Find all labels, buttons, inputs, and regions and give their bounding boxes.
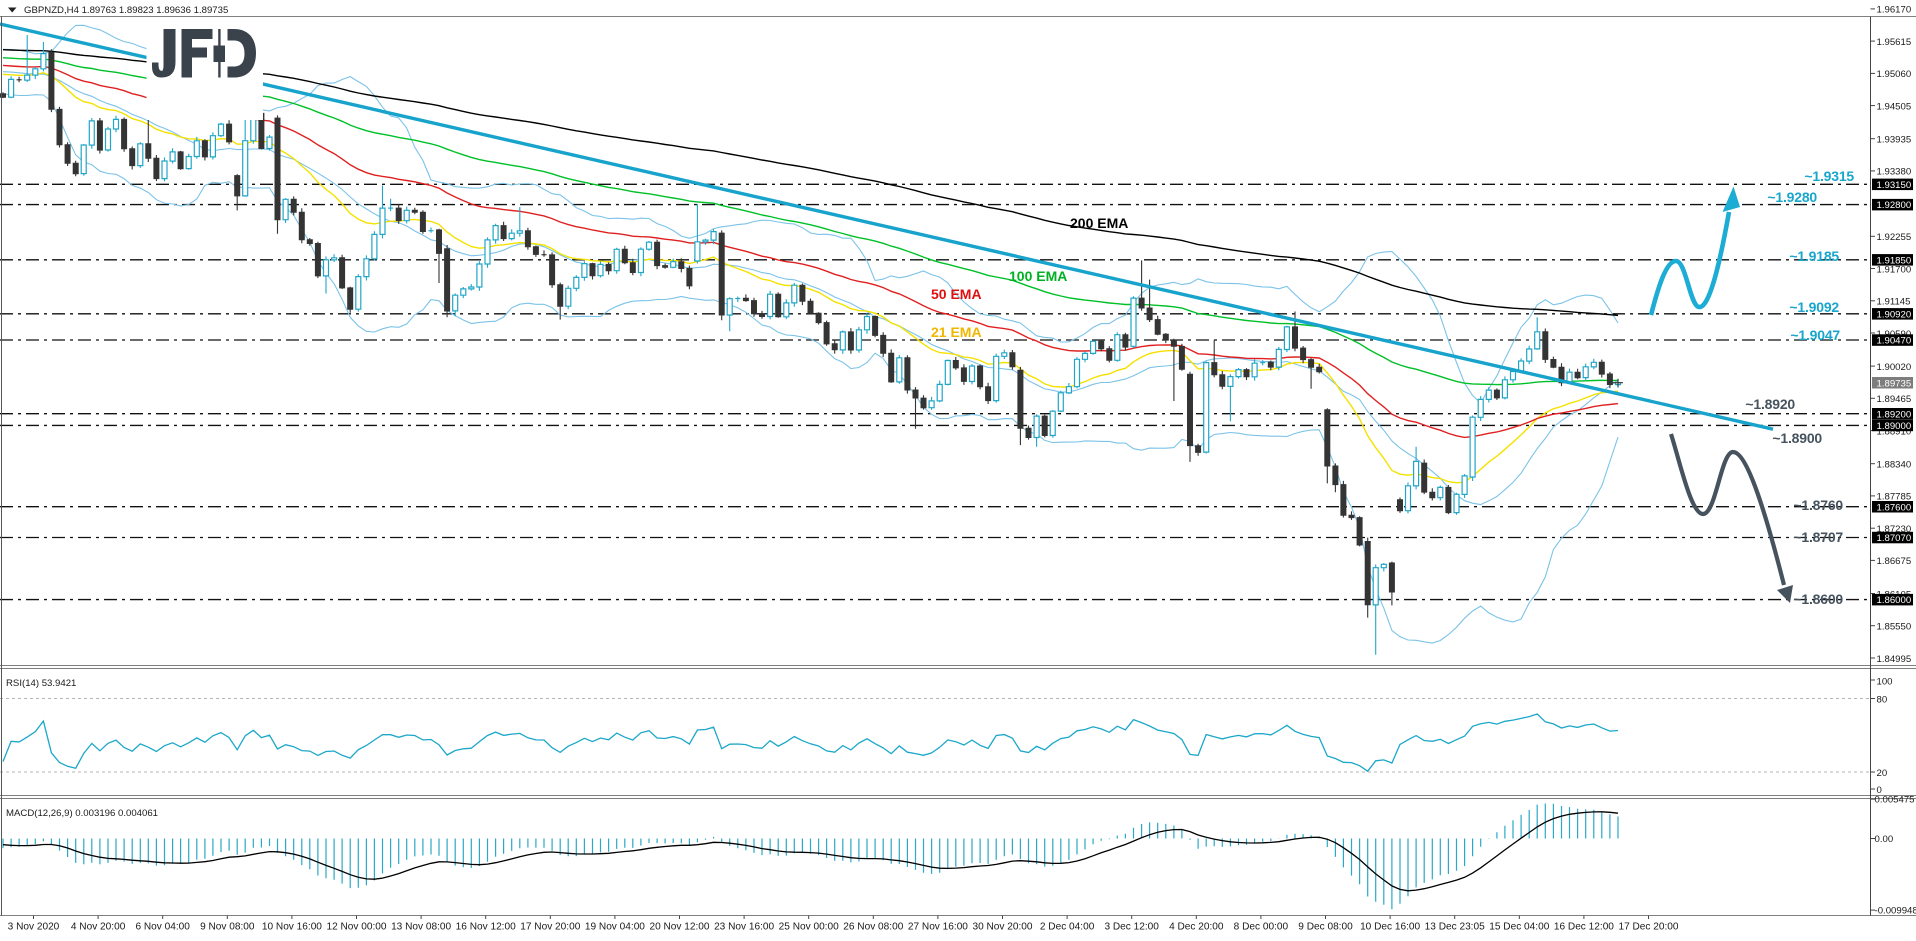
svg-text:25 Nov 00:00: 25 Nov 00:00 (779, 922, 839, 933)
svg-text:12 Nov 00:00: 12 Nov 00:00 (326, 922, 386, 933)
svg-text:80: 80 (1877, 694, 1888, 705)
svg-text:6 Nov 04:00: 6 Nov 04:00 (135, 922, 190, 933)
svg-text:13 Nov 08:00: 13 Nov 08:00 (391, 922, 451, 933)
svg-text:1.89735: 1.89735 (1877, 378, 1912, 389)
svg-text:1.87070: 1.87070 (1877, 533, 1912, 544)
svg-text:~1.8707: ~1.8707 (1793, 529, 1843, 545)
svg-text:30 Nov 20:00: 30 Nov 20:00 (972, 922, 1032, 933)
svg-text:1.88340: 1.88340 (1877, 460, 1912, 471)
svg-text:~1.9092: ~1.9092 (1789, 299, 1839, 315)
svg-text:~1.9315: ~1.9315 (1804, 168, 1854, 184)
svg-text:10 Nov 16:00: 10 Nov 16:00 (262, 922, 322, 933)
svg-text:1.85550: 1.85550 (1877, 622, 1912, 633)
svg-text:20: 20 (1877, 768, 1888, 779)
svg-text:1.89465: 1.89465 (1877, 394, 1912, 405)
svg-text:1.90470: 1.90470 (1877, 336, 1912, 347)
svg-text:100: 100 (1877, 677, 1893, 688)
svg-text:1.92800: 1.92800 (1877, 200, 1912, 211)
svg-text:4 Nov 20:00: 4 Nov 20:00 (71, 922, 126, 933)
svg-text:MACD(12,26,9) 0.003196 0.00406: MACD(12,26,9) 0.003196 0.004061 (6, 808, 158, 819)
svg-text:19 Nov 04:00: 19 Nov 04:00 (585, 922, 645, 933)
svg-text:9 Dec 08:00: 9 Dec 08:00 (1298, 922, 1353, 933)
svg-text:20 Nov 12:00: 20 Nov 12:00 (649, 922, 709, 933)
svg-text:1.90020: 1.90020 (1877, 362, 1912, 373)
svg-text:27 Nov 16:00: 27 Nov 16:00 (908, 922, 968, 933)
svg-text:17 Dec 20:00: 17 Dec 20:00 (1618, 922, 1678, 933)
svg-text:~1.8900: ~1.8900 (1772, 430, 1822, 446)
svg-text:21 EMA: 21 EMA (931, 324, 982, 340)
svg-text:1.96170: 1.96170 (1877, 5, 1912, 16)
svg-text:26 Nov 08:00: 26 Nov 08:00 (843, 922, 903, 933)
svg-text:1.95615: 1.95615 (1877, 37, 1912, 48)
svg-text:~1.9185: ~1.9185 (1789, 248, 1839, 264)
svg-text:~1.8920: ~1.8920 (1745, 396, 1795, 412)
svg-text:0.005475: 0.005475 (1875, 795, 1915, 806)
svg-text:1.86000: 1.86000 (1877, 595, 1912, 606)
svg-text:1.93380: 1.93380 (1877, 167, 1912, 178)
svg-text:17 Nov 20:00: 17 Nov 20:00 (520, 922, 580, 933)
svg-text:GBPNZD,H4 1.89763 1.89823 1.8: GBPNZD,H4 1.89763 1.89823 1.89636 1.8973… (24, 5, 228, 16)
svg-text:3 Nov 2020: 3 Nov 2020 (8, 922, 60, 933)
svg-text:1.90920: 1.90920 (1877, 309, 1912, 320)
svg-text:-0.009948: -0.009948 (1875, 906, 1916, 917)
svg-text:1.84995: 1.84995 (1877, 654, 1912, 665)
svg-text:1.91850: 1.91850 (1877, 255, 1912, 266)
svg-text:1.89200: 1.89200 (1877, 409, 1912, 420)
svg-text:0.00: 0.00 (1875, 834, 1894, 845)
svg-text:4 Dec 20:00: 4 Dec 20:00 (1169, 922, 1224, 933)
svg-text:16 Dec 12:00: 16 Dec 12:00 (1554, 922, 1614, 933)
svg-text:~1.8600: ~1.8600 (1793, 591, 1843, 607)
svg-text:~1.9280: ~1.9280 (1767, 189, 1817, 205)
svg-text:~1.9047: ~1.9047 (1790, 327, 1840, 343)
svg-text:2 Dec 04:00: 2 Dec 04:00 (1040, 922, 1095, 933)
svg-text:15 Dec 04:00: 15 Dec 04:00 (1489, 922, 1549, 933)
svg-text:100 EMA: 100 EMA (1009, 268, 1067, 284)
svg-text:10 Dec 16:00: 10 Dec 16:00 (1360, 922, 1420, 933)
svg-text:RSI(14) 53.9421: RSI(14) 53.9421 (6, 678, 76, 689)
svg-text:13 Dec 23:05: 13 Dec 23:05 (1425, 922, 1485, 933)
svg-text:200 EMA: 200 EMA (1070, 215, 1128, 231)
svg-text:1.91145: 1.91145 (1877, 297, 1911, 308)
svg-text:1.95060: 1.95060 (1877, 69, 1912, 80)
svg-text:1.93150: 1.93150 (1877, 180, 1912, 191)
svg-text:16 Nov 12:00: 16 Nov 12:00 (456, 922, 516, 933)
svg-text:1.93935: 1.93935 (1877, 135, 1912, 146)
svg-text:1.89000: 1.89000 (1877, 421, 1912, 432)
svg-text:3 Dec 12:00: 3 Dec 12:00 (1104, 922, 1159, 933)
svg-text:1.92255: 1.92255 (1877, 232, 1912, 243)
svg-text:1.86675: 1.86675 (1877, 556, 1912, 567)
svg-text:~1.8760: ~1.8760 (1793, 497, 1843, 513)
svg-text:1.94505: 1.94505 (1877, 101, 1912, 112)
svg-text:1.87600: 1.87600 (1877, 502, 1912, 513)
svg-text:9 Nov 08:00: 9 Nov 08:00 (200, 922, 255, 933)
svg-text:8 Dec 00:00: 8 Dec 00:00 (1234, 922, 1289, 933)
svg-text:23 Nov 16:00: 23 Nov 16:00 (714, 922, 774, 933)
svg-text:50 EMA: 50 EMA (931, 286, 982, 302)
